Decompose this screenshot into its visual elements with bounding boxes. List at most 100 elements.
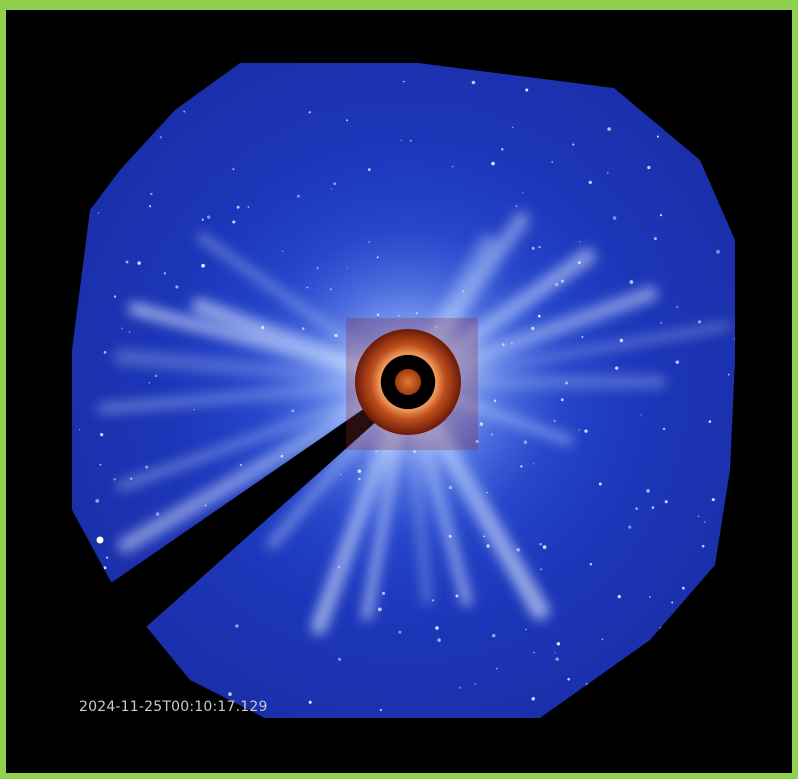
star	[150, 193, 152, 195]
star	[155, 375, 158, 378]
star	[488, 69, 491, 72]
star	[649, 596, 651, 598]
star	[602, 638, 603, 639]
star	[719, 160, 722, 163]
star	[410, 140, 412, 142]
star	[160, 136, 162, 138]
star	[480, 422, 484, 426]
star	[282, 251, 283, 252]
star	[237, 206, 240, 209]
sun-disk	[395, 369, 421, 395]
star	[309, 701, 312, 704]
star	[416, 312, 418, 314]
star	[120, 60, 123, 63]
star	[652, 506, 654, 508]
star	[682, 587, 685, 590]
star	[491, 433, 493, 435]
star	[104, 351, 107, 354]
star	[149, 205, 151, 207]
star	[93, 610, 96, 613]
star	[524, 440, 528, 444]
star	[377, 256, 379, 258]
star	[660, 214, 662, 216]
star	[75, 202, 76, 203]
star	[734, 337, 737, 340]
star	[712, 498, 715, 501]
star	[100, 464, 102, 466]
star	[331, 188, 332, 189]
star	[358, 469, 362, 473]
star	[306, 287, 308, 289]
star	[149, 382, 150, 383]
star	[572, 143, 574, 145]
star	[647, 166, 650, 169]
star	[261, 326, 264, 329]
image-frame: 2024-11-25T00:10:17.129	[6, 10, 792, 773]
star	[579, 241, 580, 242]
star	[538, 315, 541, 318]
star	[449, 535, 452, 538]
star	[78, 603, 82, 607]
star	[713, 587, 716, 590]
star	[561, 398, 564, 401]
star	[654, 237, 657, 240]
star	[555, 657, 558, 660]
star	[676, 360, 679, 363]
bright-star	[97, 537, 104, 544]
star	[698, 320, 701, 323]
page: 2024-11-25T00:10:17.129 (() => { const d…	[0, 0, 798, 779]
star	[565, 381, 568, 384]
star	[70, 146, 72, 148]
star	[511, 343, 512, 344]
star	[456, 594, 459, 597]
star	[156, 512, 160, 516]
star	[531, 327, 534, 330]
star	[501, 148, 503, 150]
star	[130, 477, 132, 479]
star	[516, 548, 519, 551]
star	[378, 608, 382, 612]
star	[340, 474, 341, 475]
star	[540, 568, 542, 570]
star	[607, 127, 611, 131]
star	[555, 283, 558, 286]
star	[452, 166, 454, 168]
star	[114, 295, 116, 297]
star	[164, 272, 166, 274]
star	[572, 76, 574, 78]
star	[629, 280, 633, 284]
star	[561, 280, 564, 283]
star	[398, 631, 401, 634]
star	[502, 343, 505, 346]
star	[173, 94, 175, 96]
timestamp: 2024-11-25T00:10:17.129	[79, 699, 268, 715]
star	[228, 692, 232, 696]
star	[646, 489, 650, 493]
star	[734, 194, 737, 197]
star	[651, 88, 654, 91]
star	[338, 566, 340, 568]
star	[232, 220, 235, 223]
star	[435, 626, 439, 630]
star	[610, 702, 612, 704]
star	[129, 331, 130, 332]
star	[698, 632, 702, 636]
star	[557, 642, 560, 645]
star	[317, 267, 319, 269]
star	[728, 374, 730, 376]
star	[358, 478, 361, 481]
star	[702, 545, 705, 548]
star	[330, 288, 332, 290]
star	[368, 241, 370, 243]
star	[554, 652, 555, 653]
star	[538, 246, 540, 248]
star	[660, 627, 664, 631]
star	[91, 172, 94, 175]
star	[207, 216, 210, 219]
star	[628, 526, 631, 529]
star	[201, 264, 205, 268]
star	[204, 81, 206, 83]
star	[665, 500, 668, 503]
star	[104, 566, 107, 569]
star	[657, 136, 659, 138]
